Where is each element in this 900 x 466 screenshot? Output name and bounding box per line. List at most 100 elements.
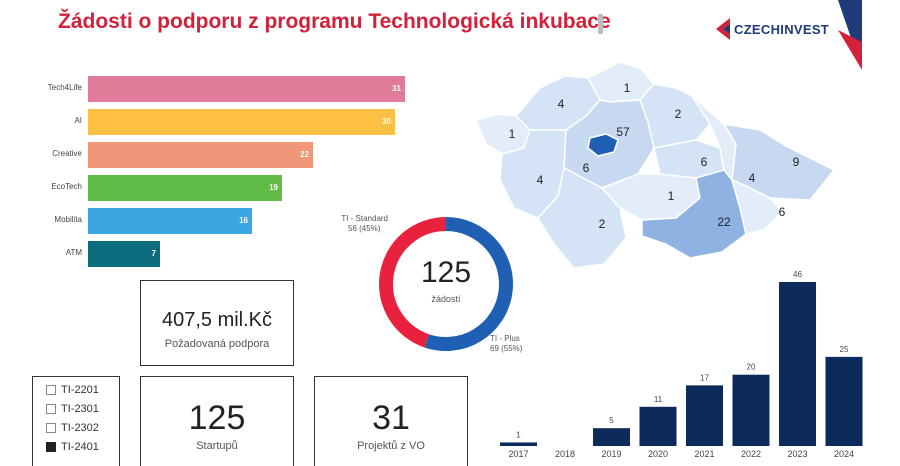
- year-bar[interactable]: [593, 428, 630, 446]
- donut-standard-legend: TI - Standard 56 (45%): [328, 214, 388, 234]
- category-bar-label: Creative: [52, 149, 82, 158]
- category-bar-value: 22: [300, 150, 309, 159]
- projects-label: Projektů z VO: [357, 440, 425, 452]
- category-bar[interactable]: 22: [88, 142, 313, 168]
- filter-option[interactable]: TI-2401: [33, 437, 119, 456]
- category-bar[interactable]: 19: [88, 175, 282, 201]
- logo-text: CZECHINVEST: [734, 21, 830, 37]
- filter-option-label: TI-2301: [61, 402, 99, 415]
- category-bar[interactable]: 31: [88, 76, 405, 102]
- year-tick-label: 2019: [601, 449, 621, 459]
- filter-checkbox[interactable]: [46, 384, 56, 395]
- map-value-moravskoslezsky: 9: [793, 155, 800, 169]
- year-bar-value: 11: [654, 395, 663, 404]
- category-bar-row[interactable]: Mobilita 16: [0, 208, 420, 234]
- year-tick-label: 2018: [555, 449, 575, 459]
- map-value-karlovarsky: 1: [509, 127, 516, 141]
- year-tick-label: 2023: [787, 449, 807, 459]
- year-tick-label: 2022: [741, 449, 761, 459]
- category-bar-row[interactable]: AI 30: [0, 109, 420, 135]
- year-tick-label: 2020: [648, 449, 668, 459]
- category-bar-value: 19: [269, 183, 278, 192]
- year-bar[interactable]: [779, 282, 816, 446]
- year-tick-label: 2021: [694, 449, 714, 459]
- map-value-stredocesky: 6: [583, 161, 590, 175]
- donut-plus-value: 69 (55%): [490, 344, 523, 353]
- category-bar[interactable]: 7: [88, 241, 160, 267]
- map-value-praha: 57: [616, 125, 630, 139]
- support-card: 407,5 mil.Kč Požadovaná podpora: [140, 280, 294, 366]
- yearly-column-chart: 1 2017 2018 5 2019 11 2020 17 2021 20 2022 46 2023 25…: [500, 270, 863, 459]
- year-tick-label: 2024: [834, 449, 854, 459]
- category-bar-label: AI: [74, 116, 82, 125]
- year-bar[interactable]: [639, 406, 677, 446]
- filter-option[interactable]: TI-2302: [33, 418, 119, 437]
- year-bar[interactable]: [500, 442, 537, 446]
- support-label: Požadovaná podpora: [164, 338, 270, 350]
- donut-total: 125: [420, 256, 472, 289]
- filter-option-label: TI-2401: [61, 440, 99, 453]
- projects-value: 31: [372, 399, 410, 437]
- map-value-liberecky: 1: [624, 81, 631, 95]
- filter-option-label: TI-2302: [61, 421, 99, 434]
- year-bar[interactable]: [732, 374, 770, 446]
- year-bar-value: 17: [700, 373, 709, 382]
- category-bar[interactable]: 30: [88, 109, 395, 135]
- donut-segment-standard[interactable]: [379, 217, 447, 348]
- program-donut: 125 žádostí: [376, 214, 516, 354]
- category-bar-value: 16: [239, 216, 248, 225]
- donut-plus-label: TI - Plus: [490, 334, 520, 343]
- donut-plus-legend: TI - Plus 69 (55%): [490, 334, 550, 354]
- category-bar-value: 30: [382, 117, 391, 126]
- map-value-jihomoravsky: 22: [717, 215, 731, 229]
- support-value: 407,5 mil.Kč: [161, 309, 273, 331]
- region-praha[interactable]: [587, 133, 619, 157]
- donut-total-label: žádostí: [431, 294, 461, 304]
- year-tick-label: 2017: [508, 449, 528, 459]
- filter-checkbox[interactable]: [46, 441, 56, 452]
- filter-option[interactable]: TI-2201: [33, 380, 119, 399]
- year-bar[interactable]: [686, 385, 723, 446]
- year-bar-value: 25: [840, 345, 849, 354]
- category-bar-label: Mobilita: [54, 215, 82, 224]
- map-value-jihocesky: 2: [599, 217, 606, 231]
- donut-standard-value: 56 (45%): [348, 224, 381, 233]
- category-bar[interactable]: 16: [88, 208, 252, 234]
- title-divider: [598, 14, 603, 34]
- czechinvest-logo: CZECHINVEST: [716, 16, 829, 42]
- filter-option-label: TI-2201: [61, 383, 99, 396]
- year-bar-value: 5: [609, 416, 614, 425]
- page-title: Žádosti o podporu z programu Technologic…: [58, 10, 611, 33]
- category-bar-label: ATM: [65, 248, 82, 257]
- startups-label: Startupů: [196, 440, 238, 452]
- region-zlinsky[interactable]: [730, 178, 784, 235]
- round-filter: TI-2201 TI-2301 TI-2302 TI-2401: [32, 376, 120, 466]
- filter-option[interactable]: TI-2301: [33, 399, 119, 418]
- map-value-olomoucky: 4: [749, 171, 756, 185]
- category-bar-row[interactable]: ATM 7: [0, 241, 420, 267]
- logo-mark-icon: [716, 18, 730, 40]
- corner-flag-icon: [838, 0, 862, 70]
- category-bar-label: Tech4Life: [47, 83, 82, 92]
- czech-regions-map: 4 1 1 57 2 6 6 9 4 4 1 22 6 2: [474, 61, 836, 269]
- donut-segment-plus[interactable]: [424, 217, 513, 351]
- category-bar-row[interactable]: Tech4Life 31: [0, 76, 420, 102]
- filter-checkbox[interactable]: [46, 422, 56, 433]
- donut-ring: [379, 217, 513, 351]
- filter-checkbox[interactable]: [46, 403, 56, 414]
- region-jihocesky[interactable]: [537, 166, 627, 269]
- donut-standard-label: TI - Standard: [341, 214, 388, 223]
- startups-card: 125 Startupů: [140, 376, 294, 466]
- category-bar-label: EcoTech: [51, 182, 82, 191]
- map-value-zlinsky: 6: [779, 205, 786, 219]
- year-bar[interactable]: [825, 356, 863, 446]
- year-bar-value: 1: [516, 430, 521, 439]
- region-moravskoslezsky[interactable]: [722, 122, 836, 201]
- year-bar-value: 46: [793, 270, 802, 279]
- category-bar-row[interactable]: EcoTech 19: [0, 175, 420, 201]
- year-bar-value: 20: [747, 363, 756, 372]
- category-bar-row[interactable]: Creative 22: [0, 142, 420, 168]
- category-bar-value: 31: [392, 84, 401, 93]
- category-bar-value: 7: [151, 249, 156, 258]
- map-value-ustecky: 4: [558, 97, 565, 111]
